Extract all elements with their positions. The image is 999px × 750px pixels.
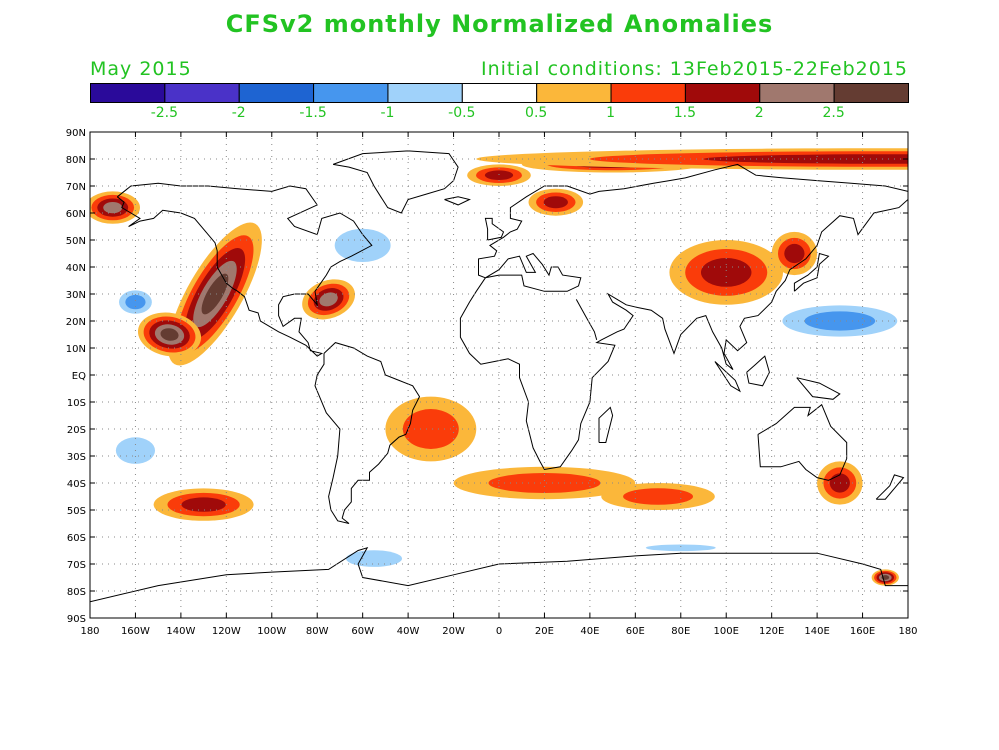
lat-label: 70N — [66, 182, 86, 193]
australia-coast — [757, 403, 848, 481]
graticule — [90, 132, 908, 618]
lat-label: 20S — [67, 425, 86, 436]
lon-label: 120E — [759, 626, 784, 637]
lon-label: 160E — [850, 626, 875, 637]
colorbar-tick-label: 2 — [755, 105, 764, 121]
anomaly-contour — [804, 311, 876, 331]
north-america-coast — [116, 182, 373, 357]
lon-label: 60W — [351, 626, 374, 637]
lon-label: 120W — [212, 626, 241, 637]
eurasia-africa-coast — [459, 163, 908, 471]
lat-label: 10S — [67, 398, 86, 409]
lat-label: 90N — [66, 128, 86, 139]
anomaly-contour — [319, 292, 338, 307]
anomaly-contour — [700, 258, 752, 287]
lon-label: 20E — [535, 626, 554, 637]
lat-label: 30N — [66, 290, 86, 301]
anomaly-contour — [346, 550, 402, 567]
color-scale-legend: -2.5 -2 -1.5 -1 -0.5 0.5 1 1.5 2 2.5 — [90, 83, 909, 121]
anomaly-contour — [334, 228, 391, 263]
lat-label: 20N — [66, 317, 86, 328]
new-zealand-coast — [875, 474, 905, 500]
anomaly-contour — [645, 544, 716, 552]
great-britain-coast — [484, 217, 505, 241]
greenland-coast — [332, 150, 459, 214]
sumatra-coast — [714, 361, 741, 393]
anomaly-contour — [201, 273, 229, 315]
anomaly-contour — [784, 243, 805, 264]
anomaly-contour — [160, 328, 179, 341]
south-america-coast — [314, 342, 421, 524]
colorbar-tick-label: 1.5 — [674, 105, 696, 121]
lon-label: 140W — [166, 626, 195, 637]
anomaly-contour — [829, 473, 850, 493]
antarctica-coast — [90, 546, 908, 603]
lon-label: 160W — [121, 626, 150, 637]
lat-label: 10N — [66, 344, 86, 355]
iceland-coast — [444, 196, 472, 206]
arabia-inner-coast — [575, 299, 598, 341]
lat-label: EQ — [72, 371, 86, 382]
anomaly-contour — [543, 196, 568, 209]
initial-conditions-label: Initial conditions: 13Feb2015-22Feb2015 — [481, 58, 908, 80]
lon-label: 80E — [671, 626, 690, 637]
lat-label: 50S — [67, 506, 86, 517]
colorbar-tick-label: 1 — [606, 105, 615, 121]
colorbar-tick-label: -0.5 — [448, 105, 475, 121]
lon-label: 180 — [898, 626, 917, 637]
lon-label: 60E — [626, 626, 645, 637]
madagascar-coast — [598, 406, 614, 443]
lat-label: 30S — [67, 452, 86, 463]
lat-label: 70S — [67, 560, 86, 571]
lat-label: 80S — [67, 587, 86, 598]
lon-label: 40W — [397, 626, 420, 637]
anomaly-contour — [125, 294, 146, 310]
colorbar-tick-label: 0.5 — [525, 105, 547, 121]
lon-label: 100W — [257, 626, 286, 637]
anomaly-field — [90, 148, 908, 586]
lon-label: 80W — [306, 626, 329, 637]
lat-label: 50N — [66, 236, 86, 247]
anomaly-contour — [703, 154, 908, 164]
anomaly-contour — [484, 170, 514, 180]
japan-coast — [793, 252, 830, 292]
lon-label: 100E — [714, 626, 739, 637]
valid-month-label: May 2015 — [90, 58, 192, 80]
new-guinea-coast — [796, 377, 841, 400]
mediterranean-coast — [485, 252, 582, 292]
lat-label: 40N — [66, 263, 86, 274]
lon-label: 20W — [442, 626, 465, 637]
lat-label: 60S — [67, 533, 86, 544]
borneo-coast — [746, 355, 770, 387]
lon-label: 140E — [804, 626, 829, 637]
lat-label: 40S — [67, 479, 86, 490]
lon-label: 40E — [580, 626, 599, 637]
map-axes: 90N 80N 70N 60N 50N 40N 30N 20N 10N EQ 10S 20S 30S 40… — [66, 128, 918, 637]
lat-label: 80N — [66, 155, 86, 166]
colorbar-tick-label: -1.5 — [299, 105, 326, 121]
anomaly-contour — [402, 409, 459, 449]
lon-label: 0 — [496, 626, 502, 637]
colorbar-tick-label: 2.5 — [823, 105, 845, 121]
lat-label: 60N — [66, 209, 86, 220]
colorbar-swatch — [833, 83, 909, 103]
chart-title: CFSv2 monthly Normalized Anomalies — [225, 10, 774, 38]
lon-label: 180 — [80, 626, 99, 637]
colorbar-tick-label: -1 — [380, 105, 394, 121]
anomaly-contour — [488, 473, 601, 493]
lat-label: 90S — [67, 614, 86, 625]
anomaly-contour — [181, 497, 226, 512]
anomaly-contour — [623, 488, 694, 505]
colorbar-tick-label: -2.5 — [151, 105, 178, 121]
colorbar-tick-label: -2 — [232, 105, 246, 121]
coastlines — [90, 150, 908, 603]
anomaly-contour — [103, 201, 123, 214]
anomaly-contour — [249, 186, 295, 230]
